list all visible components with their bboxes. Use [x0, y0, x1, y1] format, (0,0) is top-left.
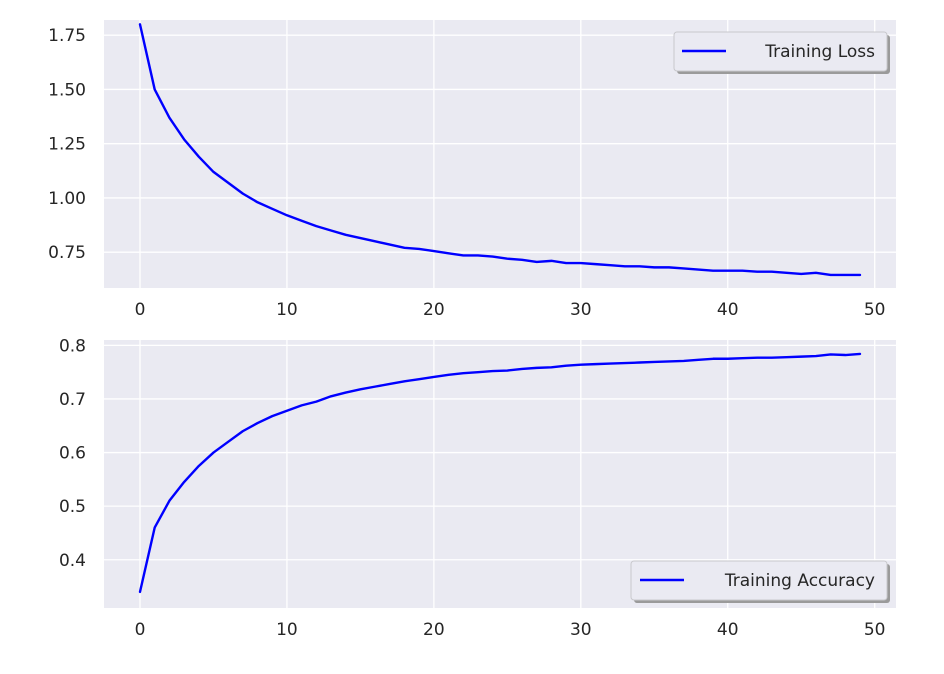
loss-series [138, 23, 862, 277]
loss-series-line [138, 23, 862, 277]
accuracy-y-tick-label: 0.7 [59, 390, 86, 410]
loss-legend-box [673, 31, 888, 72]
loss-x-tick-label: 10 [276, 300, 298, 320]
accuracy-x-tick-label: 0 [135, 620, 146, 640]
accuracy-x-tick-label: 10 [276, 620, 298, 640]
accuracy-x-tick-label: 40 [717, 620, 739, 640]
accuracy-series [138, 352, 862, 594]
loss-y-tick-label: 1.25 [48, 135, 86, 155]
loss-chart-panel: 0 10 20 30 40 50 0.75 1.00 1.25 1.50 1.75 Training… [48, 20, 896, 320]
accuracy-y-tick-label: 0.4 [59, 551, 86, 571]
accuracy-x-tick-label: 50 [864, 620, 886, 640]
accuracy-legend-box [630, 560, 888, 601]
accuracy-chart-panel: 0 10 20 30 40 50 0.4 0.5 0.6 0.7 0.8 Training Accu… [59, 336, 896, 640]
accuracy-y-tick-label: 0.5 [59, 497, 86, 517]
accuracy-y-tick-label: 0.6 [59, 444, 86, 464]
loss-x-tick-label: 50 [864, 300, 886, 320]
accuracy-y-tick-label: 0.8 [59, 336, 86, 356]
accuracy-legend: Training Accuracy [630, 560, 890, 603]
accuracy-series-line [138, 352, 862, 594]
loss-legend: Training Loss [673, 31, 890, 74]
loss-y-tick-label: 1.50 [48, 80, 86, 100]
loss-tick-labels: 0 10 20 30 40 50 0.75 1.00 1.25 1.50 1.75 [48, 26, 885, 320]
loss-x-tick-label: 20 [423, 300, 445, 320]
loss-y-tick-label: 1.75 [48, 26, 86, 46]
accuracy-legend-label: Training Accuracy [724, 571, 875, 591]
loss-y-tick-label: 0.75 [48, 243, 86, 263]
accuracy-tick-labels: 0 10 20 30 40 50 0.4 0.5 0.6 0.7 0.8 [59, 336, 886, 640]
loss-x-tick-label: 0 [135, 300, 146, 320]
accuracy-x-tick-label: 30 [570, 620, 592, 640]
accuracy-x-tick-label: 20 [423, 620, 445, 640]
loss-legend-label: Training Loss [764, 42, 875, 62]
loss-x-tick-label: 30 [570, 300, 592, 320]
loss-x-tick-label: 40 [717, 300, 739, 320]
loss-y-tick-label: 1.00 [48, 189, 86, 209]
